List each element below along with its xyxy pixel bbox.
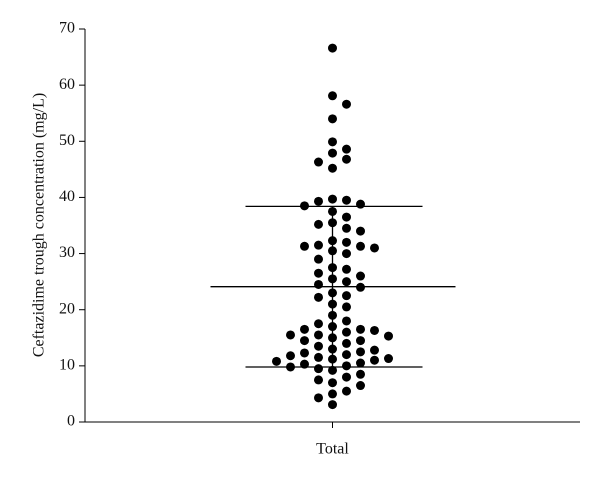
data-point: [328, 148, 337, 158]
data-point: [342, 372, 351, 382]
data-point: [328, 91, 337, 101]
data-point: [314, 157, 323, 167]
data-point: [314, 254, 323, 264]
data-point: [342, 361, 351, 371]
data-point: [314, 196, 323, 206]
data-point: [384, 331, 393, 341]
data-point: [328, 163, 337, 173]
data-point: [314, 352, 323, 362]
data-point: [314, 219, 323, 229]
y-tick-label: 70: [59, 20, 75, 37]
data-point: [314, 279, 323, 289]
data-point: [328, 400, 337, 410]
data-point: [286, 330, 295, 340]
y-tick-label: 0: [67, 413, 75, 430]
data-point: [328, 389, 337, 399]
data-point: [314, 319, 323, 329]
data-point: [342, 302, 351, 312]
data-point: [370, 355, 379, 365]
data-point: [370, 243, 379, 253]
data-point: [342, 195, 351, 205]
data-point: [342, 386, 351, 396]
data-point: [342, 264, 351, 274]
data-point: [286, 351, 295, 361]
data-point: [342, 249, 351, 259]
data-point: [356, 226, 365, 236]
data-point: [314, 341, 323, 351]
data-point: [342, 327, 351, 337]
y-tick-label: 20: [59, 300, 75, 317]
data-point: [328, 194, 337, 204]
data-point: [342, 291, 351, 301]
y-axis-title: Ceftazidime trough concentration (mg/L): [31, 93, 48, 357]
data-point: [342, 350, 351, 360]
data-point: [356, 199, 365, 209]
y-tick-label: 30: [59, 244, 75, 261]
data-point: [300, 241, 309, 251]
y-tick-label: 60: [59, 76, 75, 93]
data-point: [356, 336, 365, 346]
data-point: [272, 356, 281, 366]
data-point: [356, 271, 365, 281]
data-point: [356, 241, 365, 251]
data-point: [314, 330, 323, 340]
data-point: [342, 154, 351, 164]
y-tick-label: 50: [59, 132, 75, 149]
data-point: [342, 223, 351, 233]
data-point: [314, 268, 323, 278]
x-tick-label: Total: [316, 441, 349, 458]
data-point: [314, 375, 323, 385]
data-point: [356, 358, 365, 368]
data-point: [300, 324, 309, 334]
y-tick-label: 10: [59, 357, 75, 374]
data-point: [328, 365, 337, 375]
y-tick-label: 40: [59, 188, 75, 205]
data-point: [300, 336, 309, 346]
data-point: [356, 369, 365, 379]
data-point: [342, 212, 351, 222]
data-point: [314, 393, 323, 403]
data-point: [328, 378, 337, 388]
data-point: [328, 114, 337, 124]
data-point: [328, 137, 337, 147]
data-point: [370, 345, 379, 355]
data-point: [342, 99, 351, 109]
data-point: [356, 381, 365, 391]
data-point: [342, 338, 351, 348]
data-point: [342, 237, 351, 247]
data-point: [356, 347, 365, 357]
data-point: [356, 324, 365, 334]
data-point: [384, 354, 393, 364]
data-point: [300, 348, 309, 358]
data-point: [314, 292, 323, 302]
data-point: [342, 277, 351, 287]
data-point: [342, 144, 351, 154]
data-point: [328, 43, 337, 53]
data-point: [370, 325, 379, 335]
data-point: [314, 240, 323, 250]
data-point: [342, 316, 351, 326]
data-point: [314, 364, 323, 374]
